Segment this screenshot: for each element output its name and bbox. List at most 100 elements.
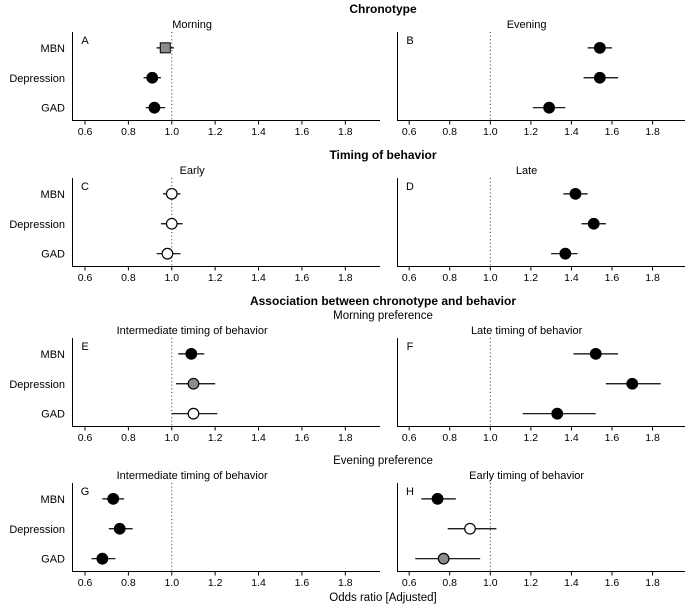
- x-tick-label: 1.0: [483, 126, 498, 138]
- x-tick-label: 0.6: [402, 272, 417, 284]
- panel-title: Evening: [507, 19, 547, 31]
- x-tick-label: 0.8: [442, 577, 457, 589]
- data-point: [159, 42, 171, 54]
- panel-letter: H: [406, 486, 414, 498]
- panel-B: Evening 0.6 0.8 1.0 1.2 1.4 1.6 1.8 B: [397, 19, 685, 138]
- x-tick-label: 1.2: [208, 126, 223, 138]
- x-tick-label: 1.8: [645, 272, 660, 284]
- data-point: [543, 101, 556, 114]
- data-point: [107, 492, 120, 505]
- x-tick-label: 1.0: [164, 126, 179, 138]
- panel-letter: E: [81, 341, 88, 353]
- x-tick-label: 0.6: [78, 432, 93, 444]
- x-tick-label: 0.6: [402, 126, 417, 138]
- panel-letter: C: [81, 181, 89, 193]
- x-tick-label: 1.4: [251, 272, 266, 284]
- section-timing-of-behavior: Timing of behavior Early 0.6 0.8 1.0 1.2 1.4 1…: [0, 148, 694, 286]
- panel-row-timing: Early 0.6 0.8 1.0 1.2 1.4 1.6 1.8 C MBN Depression…: [0, 163, 694, 286]
- x-tick-label: 1.2: [524, 126, 539, 138]
- data-point: [569, 187, 582, 200]
- category-label: GAD: [41, 554, 65, 566]
- section-association-morning: Association between chronotype and behav…: [0, 294, 694, 446]
- x-tick-label: 1.8: [338, 432, 353, 444]
- data-point: [161, 247, 174, 260]
- x-tick-label: 1.6: [605, 126, 620, 138]
- x-tick-label: 1.6: [295, 272, 310, 284]
- data-point: [437, 552, 450, 565]
- x-tick-label: 1.0: [164, 272, 179, 284]
- x-tick-label: 0.8: [121, 577, 136, 589]
- data-point: [589, 347, 602, 360]
- x-tick-label: 0.8: [442, 126, 457, 138]
- category-label: MBN: [41, 189, 66, 201]
- x-tick-label: 1.6: [605, 577, 620, 589]
- section-association-evening: Evening preference Intermediate timing o…: [0, 454, 694, 591]
- category-label: Depression: [9, 219, 65, 231]
- x-tick-label: 1.0: [164, 577, 179, 589]
- data-point: [165, 217, 178, 230]
- panel-F: Late timing of behavior 0.6 0.8 1.0 1.2 1.4 1.…: [397, 325, 685, 444]
- x-tick-label: 1.2: [524, 272, 539, 284]
- x-tick-label: 0.8: [121, 126, 136, 138]
- panel-D: Late 0.6 0.8 1.0 1.2 1.4 1.6 1.8 D: [397, 165, 685, 284]
- x-tick-label: 0.6: [78, 272, 93, 284]
- panel-letter: F: [407, 341, 414, 353]
- section-header-association: Association between chronotype and behav…: [249, 294, 517, 308]
- category-label: MBN: [41, 494, 66, 506]
- x-tick-label: 0.6: [402, 577, 417, 589]
- x-tick-label: 1.8: [338, 577, 353, 589]
- x-tick-label: 1.6: [295, 432, 310, 444]
- x-tick-label: 1.4: [251, 432, 266, 444]
- x-tick-label: 1.0: [483, 272, 498, 284]
- data-point: [187, 377, 200, 390]
- category-label: Depression: [9, 73, 65, 85]
- x-tick-label: 1.8: [338, 126, 353, 138]
- x-tick-label: 1.0: [483, 577, 498, 589]
- x-tick-label: 0.6: [78, 126, 93, 138]
- data-point: [185, 347, 198, 360]
- panel-H: Early timing of behavior 0.6 0.8 1.0 1.2 1.4 1…: [397, 470, 685, 589]
- x-tick-label: 1.4: [251, 577, 266, 589]
- panel-title: Intermediate timing of behavior: [117, 325, 268, 337]
- x-tick-label: 1.2: [524, 432, 539, 444]
- data-point: [626, 377, 639, 390]
- x-tick-label: 1.0: [483, 432, 498, 444]
- panel-row-chronotype: Morning 0.6 0.8 1.0 1.2 1.4 1.6 1.8 A MBN Depressi…: [0, 17, 694, 140]
- panel-row-evening-preference: Intermediate timing of behavior 0.6 0.8 1.0…: [0, 468, 694, 591]
- x-tick-label: 0.6: [402, 432, 417, 444]
- panel-G: Intermediate timing of behavior 0.6 0.8 1.0…: [9, 470, 380, 589]
- category-label: Depression: [9, 379, 65, 391]
- category-label: Depression: [9, 524, 65, 536]
- data-point: [431, 492, 444, 505]
- data-point: [593, 41, 606, 54]
- panel-title: Late: [516, 165, 537, 177]
- panel-title: Intermediate timing of behavior: [117, 470, 268, 482]
- section-subheader-evening-preference: Evening preference: [333, 455, 433, 467]
- data-point: [113, 522, 126, 535]
- x-tick-label: 1.2: [208, 577, 223, 589]
- data-point: [593, 71, 606, 84]
- x-tick-label: 1.8: [338, 272, 353, 284]
- x-tick-label: 0.8: [121, 272, 136, 284]
- x-tick-label: 1.4: [251, 126, 266, 138]
- data-point: [148, 101, 161, 114]
- x-tick-label: 0.6: [78, 577, 93, 589]
- data-point: [559, 247, 572, 260]
- panel-title: Morning: [172, 19, 212, 31]
- data-point: [187, 407, 200, 420]
- x-tick-label: 1.8: [645, 126, 660, 138]
- x-tick-label: 1.0: [164, 432, 179, 444]
- x-tick-label: 1.4: [564, 126, 579, 138]
- data-point: [551, 407, 564, 420]
- data-point: [165, 187, 178, 200]
- panel-E: Intermediate timing of behavior 0.6 0.8 1.0…: [9, 325, 380, 444]
- x-tick-label: 0.8: [121, 432, 136, 444]
- section-header-timing: Timing of behavior: [329, 148, 437, 162]
- category-label: MBN: [41, 349, 66, 361]
- category-label: MBN: [41, 43, 66, 55]
- x-axis-label: Odds ratio [Adjusted]: [329, 592, 437, 604]
- x-tick-label: 0.8: [442, 272, 457, 284]
- x-tick-label: 1.8: [645, 432, 660, 444]
- category-label: GAD: [41, 409, 65, 421]
